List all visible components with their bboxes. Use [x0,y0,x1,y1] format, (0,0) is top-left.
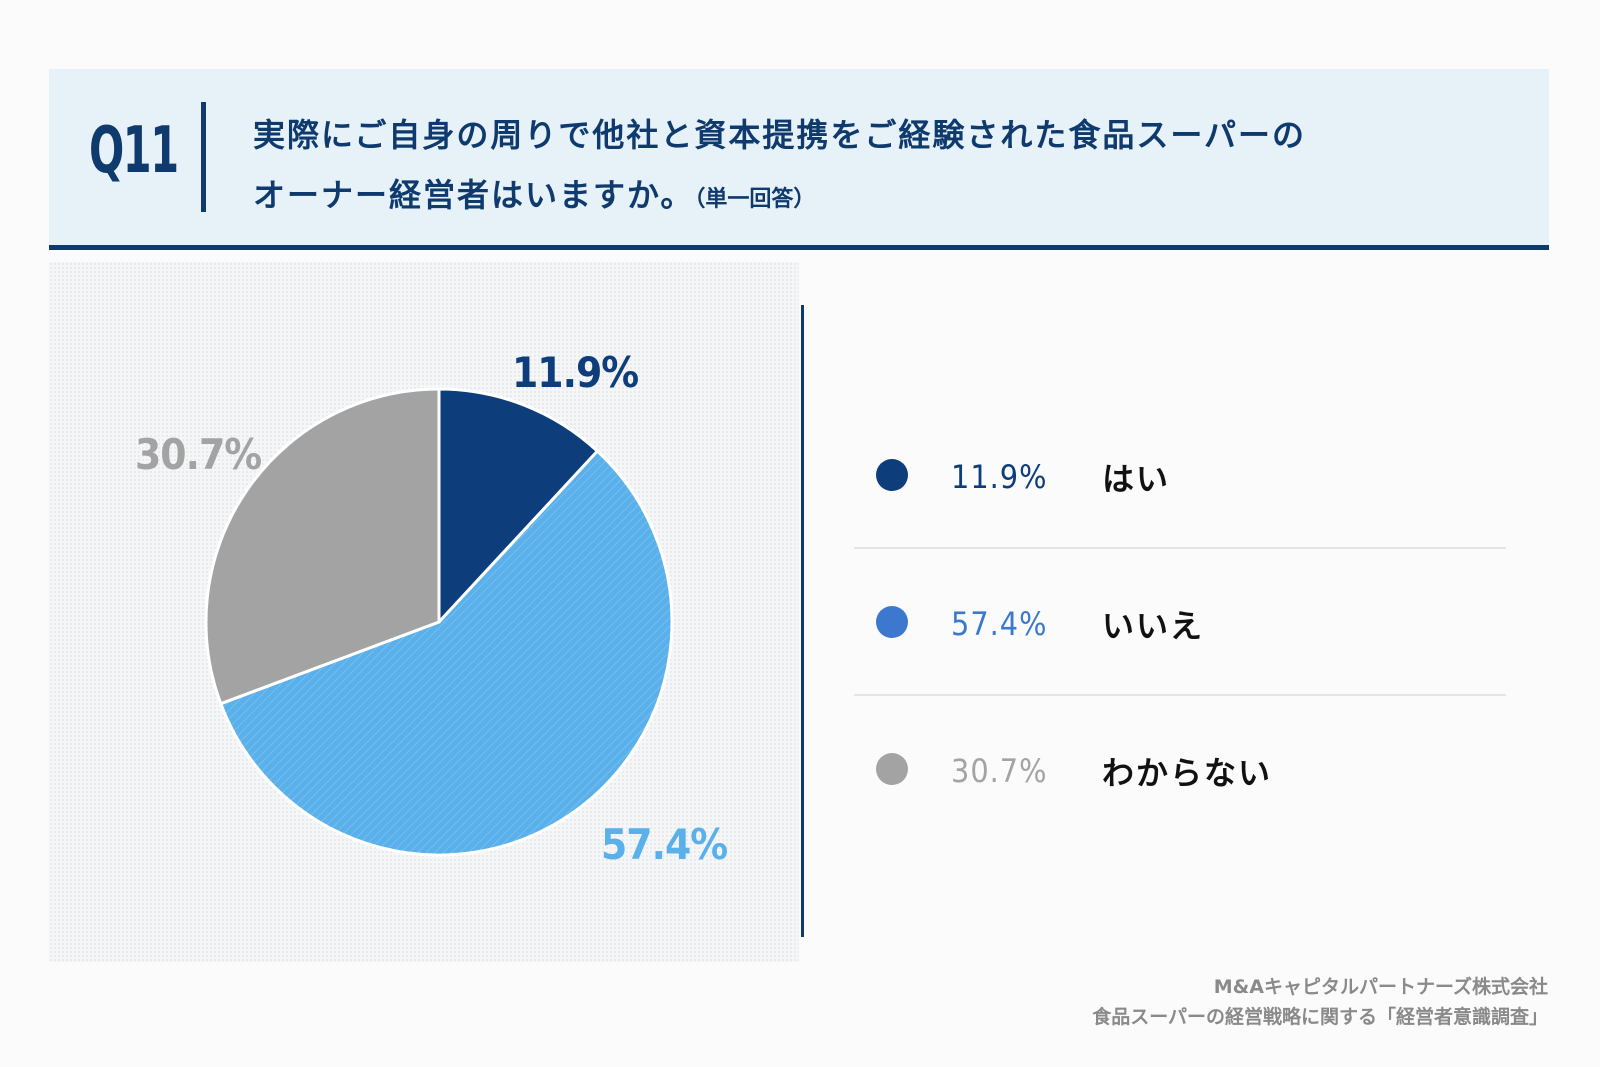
chart-legend-divider [801,305,804,937]
question-note: （単一回答） [694,187,816,212]
slice-label-yes: 11.9% [512,348,639,397]
legend-dot-unknown [876,753,908,785]
legend-label-unknown: わからない [1102,754,1273,792]
legend-item-yes: 11.9% はい [854,402,1506,549]
legend-item-no: 57.4% いいえ [854,549,1506,696]
footer-company: M&Aキャピタルパートナーズ株式会社 [1213,976,1548,998]
pie-chart [204,387,674,857]
question-line-2: オーナー経営者はいますか。 [253,176,695,214]
pie-slice-unknown [204,387,441,706]
legend-dot-no [876,606,908,638]
question-header: Q11 実際にご自身の周りで他社と資本提携をご経験された食品スーパーの オーナー… [49,69,1549,250]
slice-label-no: 57.4% [601,820,728,869]
legend-label-no: いいえ [1102,607,1205,645]
legend-dot-yes [876,459,908,491]
question-text: 実際にご自身の周りで他社と資本提携をご経験された食品スーパーの オーナー経営者は… [253,105,1453,230]
pie-slice-yes [437,387,600,626]
source-footer: M&Aキャピタルパートナーズ株式会社 食品スーパーの経営戦略に関する「経営者意識… [1092,972,1548,1032]
pie-chart-panel: 11.9% 57.4% 30.7% [49,262,799,962]
slice-label-unknown: 30.7% [135,430,262,479]
question-line-1: 実際にご自身の周りで他社と資本提携をご経験された食品スーパーの [253,116,1307,154]
legend-label-yes: はい [1102,460,1171,498]
legend-item-unknown: 30.7% わからない [854,696,1506,841]
legend-value-yes: 11.9% [951,458,1048,496]
legend-value-unknown: 30.7% [951,752,1048,790]
legend-value-no: 57.4% [951,605,1048,643]
question-number: Q11 [89,114,179,188]
legend: 11.9% はい 57.4% いいえ 30.7% わからない [854,402,1506,841]
pie-slice-no [218,449,674,857]
question-divider [201,102,206,212]
footer-survey: 食品スーパーの経営戦略に関する「経営者意識調査」 [1092,1006,1548,1028]
